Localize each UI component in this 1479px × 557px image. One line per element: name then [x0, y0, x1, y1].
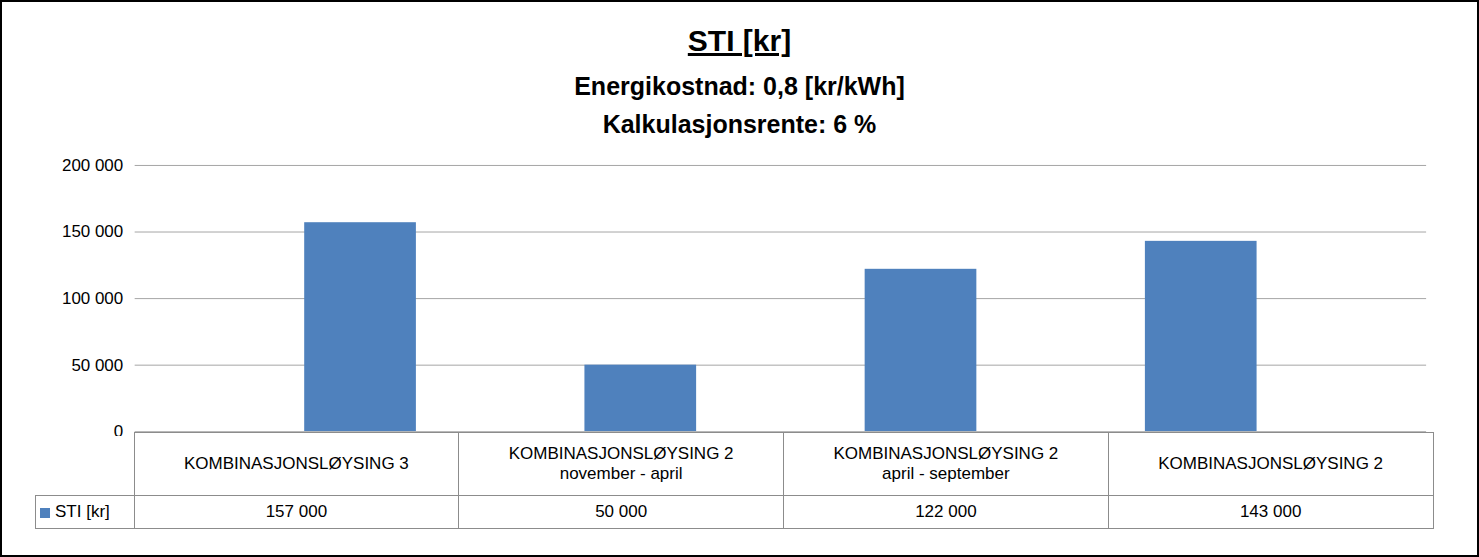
html-text:157 000: 157 000 — [265, 502, 328, 521]
svg-text:50 000: 50 000 — [71, 356, 123, 375]
html-text:50 000: 50 000 — [595, 502, 648, 521]
html-text:KOMBINASJONSLØYSING 3: KOMBINASJONSLØYSING 3 — [184, 454, 409, 473]
html-text:KOMBINASJONSLØYSING 2: KOMBINASJONSLØYSING 2 — [1158, 454, 1383, 473]
html-text:122 000: 122 000 — [915, 502, 977, 521]
html-text:april - september: april - september — [882, 464, 1010, 483]
svg-text:200 000: 200 000 — [62, 156, 123, 175]
html-text:143 000: 143 000 — [1239, 502, 1302, 521]
html-text:Kalkulasjonsrente: 6 %: Kalkulasjonsrente: 6 % — [602, 110, 877, 138]
svg-text:0: 0 — [114, 422, 123, 436]
html-text:STI [kr]: STI [kr] — [55, 502, 110, 521]
html-text:Energikostnad: 0,8 [kr/kWh]: Energikostnad: 0,8 [kr/kWh] — [574, 72, 905, 100]
svg-text:150 000: 150 000 — [62, 222, 123, 241]
html-text:STI [kr]: STI [kr] — [687, 24, 792, 57]
svg-text:100 000: 100 000 — [62, 289, 123, 308]
html-text:KOMBINASJONSLØYSING 2: KOMBINASJONSLØYSING 2 — [833, 444, 1059, 463]
html-text:november - april: november - april — [559, 464, 683, 483]
html-text:KOMBINASJONSLØYSING 2: KOMBINASJONSLØYSING 2 — [508, 444, 734, 463]
